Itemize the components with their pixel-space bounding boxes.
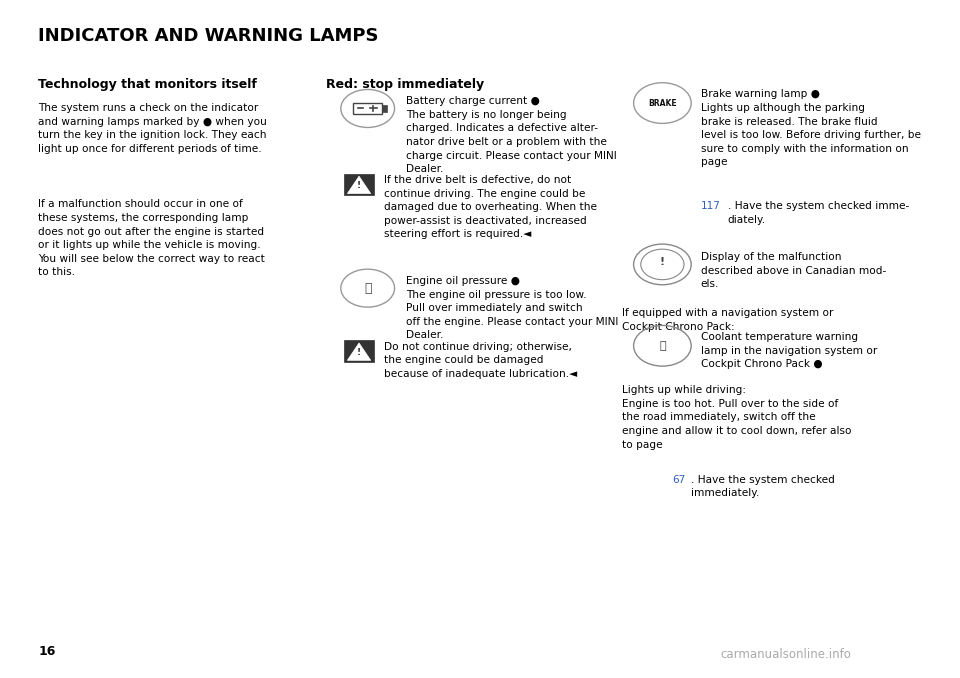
Bar [344, 340, 374, 362]
Text: 🌡: 🌡 [660, 341, 665, 351]
Text: Battery charge current ●
The battery is no longer being
charged. Indicates a def: Battery charge current ● The battery is … [406, 96, 617, 174]
Bar [382, 105, 387, 112]
Text: !: ! [660, 258, 665, 267]
Polygon shape [348, 176, 371, 193]
Text: Display of the malfunction
described above in Canadian mod-
els.: Display of the malfunction described abo… [701, 252, 886, 290]
Text: If equipped with a navigation system or
Cockpit Chrono Pack:: If equipped with a navigation system or … [622, 308, 833, 332]
Text: 🛢: 🛢 [364, 281, 372, 295]
Text: carmanualsonline.info: carmanualsonline.info [720, 648, 851, 661]
Text: Engine oil pressure ●
The engine oil pressure is too low.
Pull over immediately : Engine oil pressure ● The engine oil pre… [406, 276, 618, 340]
Text: Brake warning lamp ●
Lights up although the parking
brake is released. The brake: Brake warning lamp ● Lights up although … [701, 89, 921, 167]
Polygon shape [348, 343, 371, 360]
Bar [353, 103, 382, 114]
Text: 67: 67 [672, 475, 685, 485]
Text: . Have the system checked imme-
diately.: . Have the system checked imme- diately. [728, 201, 909, 225]
Text: Coolant temperature warning
lamp in the navigation system or
Cockpit Chrono Pack: Coolant temperature warning lamp in the … [701, 332, 877, 370]
Text: If a malfunction should occur in one of
these systems, the corresponding lamp
do: If a malfunction should occur in one of … [38, 199, 265, 277]
Bar [344, 174, 374, 195]
Text: INDICATOR AND WARNING LAMPS: INDICATOR AND WARNING LAMPS [38, 27, 379, 45]
Text: 117: 117 [701, 201, 721, 212]
Text: 16: 16 [38, 645, 56, 658]
Text: The system runs a check on the indicator
and warning lamps marked by ● when you
: The system runs a check on the indicator… [38, 103, 267, 154]
Text: If the drive belt is defective, do not
continue driving. The engine could be
dam: If the drive belt is defective, do not c… [384, 175, 597, 239]
Text: !: ! [357, 348, 361, 357]
Text: !: ! [357, 182, 361, 191]
Text: BRAKE: BRAKE [648, 98, 677, 108]
Text: Technology that monitors itself: Technology that monitors itself [38, 78, 257, 91]
Text: Red: stop immediately: Red: stop immediately [326, 78, 485, 91]
Text: . Have the system checked
immediately.: . Have the system checked immediately. [691, 475, 835, 498]
Text: Lights up while driving:
Engine is too hot. Pull over to the side of
the road im: Lights up while driving: Engine is too h… [622, 385, 852, 450]
Text: Do not continue driving; otherwise,
the engine could be damaged
because of inade: Do not continue driving; otherwise, the … [384, 342, 577, 379]
